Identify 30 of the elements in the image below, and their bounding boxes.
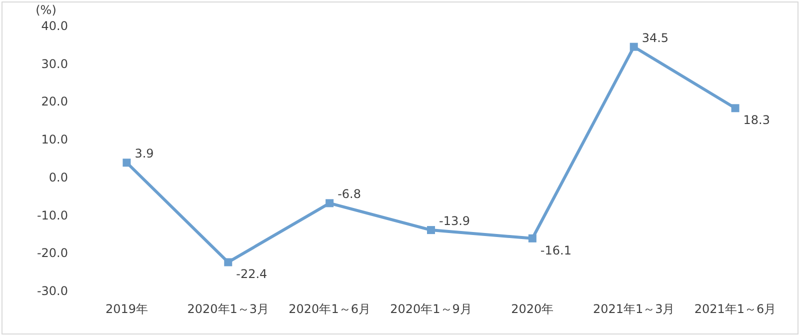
point: [630, 42, 638, 51]
y-tick-label: -20.0: [36, 246, 68, 260]
data-label: 3.9: [134, 146, 154, 161]
y-tick-label: -30.0: [36, 284, 68, 298]
point: [528, 234, 536, 242]
x-tick-label: 2020年: [511, 302, 554, 316]
x-tick-label: 2020年1～9月: [390, 302, 472, 316]
y-tick-label: 30.0: [41, 56, 68, 71]
x-tick-label: 2020年1～3月: [187, 302, 270, 316]
point: [731, 104, 740, 112]
point: [427, 226, 435, 234]
data-label: 34.5: [642, 30, 669, 45]
y-axis-title: (%): [36, 3, 56, 17]
data-label: -6.8: [338, 187, 361, 202]
data-label: 18.3: [743, 113, 770, 128]
data-label: -13.9: [439, 214, 470, 228]
y-tick-label: -10.0: [36, 208, 68, 222]
x-tick-label: 2019年: [105, 302, 148, 316]
data-label: -22.4: [236, 267, 268, 282]
data-label: -16.1: [540, 243, 572, 258]
x-tick-label: 2021年1～3月: [592, 302, 675, 316]
point: [122, 158, 131, 167]
point: [224, 258, 232, 266]
x-tick-label: 2021年1～6月: [694, 302, 776, 316]
y-tick-label: 40.0: [41, 19, 68, 33]
y-tick-label: 10.0: [41, 132, 68, 147]
point: [326, 199, 334, 208]
y-tick-label: 20.0: [41, 94, 68, 109]
y-tick-label: 0.0: [48, 170, 68, 184]
x-tick-label: 2020年1～6月: [288, 302, 370, 316]
